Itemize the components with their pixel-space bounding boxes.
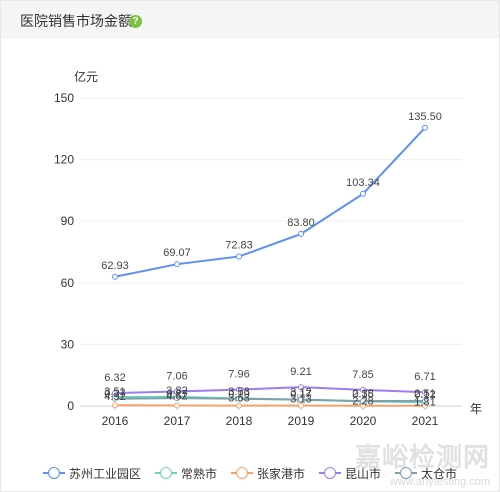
data-label: 7.96	[228, 369, 249, 381]
x-tick-label: 2019	[288, 414, 315, 428]
panel-title: 医院销售市场金额	[20, 13, 132, 29]
legend-marker-icon	[42, 467, 65, 479]
data-point	[422, 389, 428, 396]
legend-label: 张家港市	[256, 466, 305, 481]
y-tick-label: 60	[61, 276, 75, 290]
legend-label: 常熟市	[180, 466, 217, 481]
data-label: 2.51	[414, 388, 435, 400]
data-point	[112, 273, 118, 280]
legend-item[interactable]: 昆山市	[319, 464, 381, 482]
panel-header: 医院销售市场金额 ?	[1, 1, 499, 38]
data-point	[360, 190, 366, 197]
y-axis-label: 亿元	[74, 70, 99, 84]
data-point	[298, 384, 304, 391]
y-tick-label: 120	[54, 153, 74, 167]
legend-marker-icon	[319, 467, 341, 479]
data-point	[236, 402, 242, 409]
data-point	[422, 397, 428, 404]
data-label: 7.06	[166, 371, 187, 383]
x-tick-label: 2021	[412, 414, 439, 428]
data-point	[360, 398, 366, 405]
data-label: 6.32	[104, 372, 125, 384]
data-label: 103.34	[346, 177, 380, 189]
data-label: 3.82	[166, 385, 187, 397]
data-point	[174, 261, 180, 268]
legend-marker-icon	[154, 467, 177, 479]
x-tick-label: 2020	[350, 414, 377, 428]
data-point	[112, 390, 118, 397]
data-point	[174, 388, 180, 395]
y-tick-label: 0	[67, 399, 74, 413]
data-label: 72.83	[225, 239, 253, 251]
chart-legend: 苏州工业园区 常熟市 张家港市 昆山市 太仓市	[0, 464, 500, 482]
data-label: 1.81	[414, 396, 435, 408]
data-label: 3.63	[228, 393, 249, 405]
data-point	[236, 395, 242, 402]
y-tick-label: 30	[61, 337, 75, 351]
data-label: 0.12	[414, 389, 435, 401]
data-label: 2.28	[352, 395, 373, 407]
data-point	[112, 395, 118, 402]
data-label: 3.12	[290, 387, 311, 399]
data-point	[298, 402, 304, 409]
y-tick-label: 150	[54, 91, 74, 105]
data-label: 0.27	[166, 388, 187, 400]
data-label: 69.07	[163, 247, 191, 259]
data-label: 0.37	[104, 388, 125, 400]
x-tick-label: 2018	[226, 414, 253, 428]
data-point	[422, 124, 428, 131]
data-label: 83.80	[287, 217, 315, 229]
data-label: 3.53	[228, 386, 249, 398]
legend-marker-icon	[395, 467, 418, 479]
data-label: 0.19	[228, 389, 249, 401]
series-line	[114, 397, 426, 403]
data-label: 4.52	[166, 391, 187, 403]
data-label: 7.85	[352, 369, 373, 381]
legend-label: 太仓市	[421, 466, 458, 481]
data-point	[112, 402, 118, 409]
x-tick-label: 2016	[102, 414, 129, 428]
series-line	[114, 127, 426, 278]
data-label: 135.50	[408, 111, 442, 123]
data-label: 0.15	[352, 389, 373, 401]
series-line	[114, 386, 426, 395]
legend-item[interactable]: 常熟市	[154, 464, 217, 482]
data-point	[236, 253, 242, 260]
data-label: 9.21	[290, 366, 311, 378]
data-point	[298, 230, 304, 237]
watermark-url: www.anytesting.com	[389, 476, 490, 488]
legend-item[interactable]: 张家港市	[230, 464, 305, 482]
data-point	[298, 396, 304, 403]
x-axis-label: 年	[470, 402, 483, 416]
x-tick-label: 2017	[164, 414, 191, 428]
data-label: 62.93	[101, 260, 129, 272]
data-point	[174, 395, 180, 402]
data-point	[360, 386, 366, 393]
watermark-logo: 嘉峪检测网	[354, 442, 490, 472]
data-label: 0.17	[290, 389, 311, 401]
help-circle-icon[interactable]: ?	[129, 15, 142, 28]
legend-label: 昆山市	[345, 466, 382, 481]
data-label: 4.32	[104, 391, 125, 403]
legend-item[interactable]: 苏州工业园区	[42, 464, 141, 482]
data-label: 3.51	[104, 386, 125, 398]
data-label: 2.38	[352, 388, 373, 400]
data-point	[174, 402, 180, 409]
data-label: 3.13	[290, 394, 311, 406]
legend-marker-icon	[230, 467, 253, 479]
data-point	[236, 386, 242, 393]
legend-label: 苏州工业园区	[68, 466, 141, 481]
series-line	[114, 404, 426, 407]
data-label: 6.71	[414, 371, 435, 383]
y-tick-label: 90	[61, 214, 75, 228]
legend-item[interactable]: 太仓市	[395, 464, 457, 482]
